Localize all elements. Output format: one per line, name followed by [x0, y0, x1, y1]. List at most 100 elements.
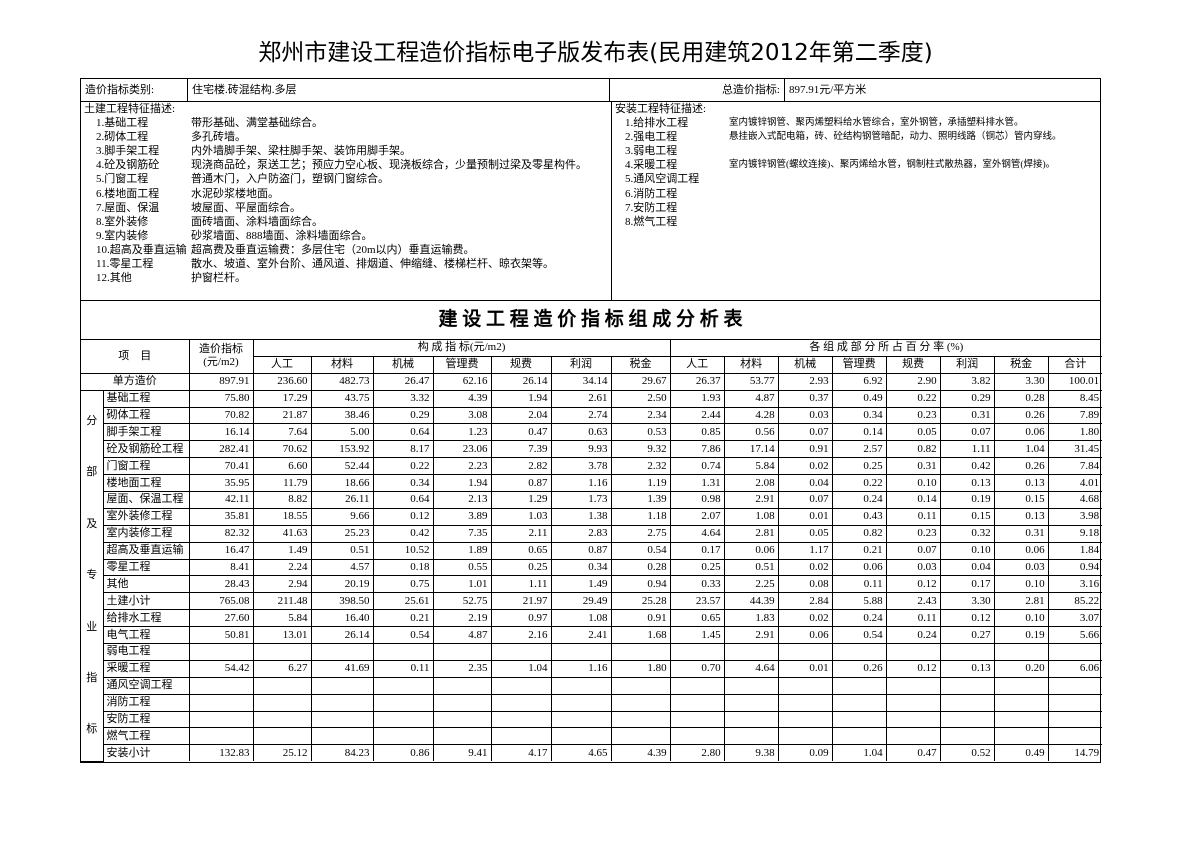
cell — [993, 693, 1049, 712]
analysis-table: 项 目造价指标 (元/m2) 构 成 指 标(元/m2) 各 组 成 部 分 所 占 … — [81, 340, 1103, 762]
feature-item: 10.超高及垂直运输 超高费及垂直运输费：多层住宅（20m以内）垂直运输费。 — [84, 243, 611, 257]
cell: 0.31 — [993, 524, 1049, 543]
column-header: 材料 — [723, 355, 779, 374]
cell — [310, 727, 374, 746]
cell: 2.08 — [723, 474, 779, 493]
feature-item: 1.基础工程 带形基础、满堂基础综合。 — [84, 116, 611, 130]
cell: 1.49 — [252, 541, 312, 560]
feature-item: 4.砼及钢筋砼 现浇商品砼，泵送工艺；预应力空心板、现浇板综合，少量预制过梁及零星… — [84, 158, 611, 172]
row-name: 安装小计 — [103, 744, 190, 762]
cell — [777, 676, 833, 695]
cell: 2.13 — [432, 491, 492, 509]
cell: 0.15 — [993, 491, 1049, 509]
cell — [550, 727, 612, 746]
feature-item: 9.室内装修 砂浆墙面、888墙面、涂料墙面综合。 — [84, 229, 611, 243]
cell: 2.81 — [993, 592, 1049, 611]
cell: 0.01 — [777, 659, 833, 678]
row-name: 燃气工程 — [103, 727, 190, 746]
index-header-line: (元/m2) — [203, 356, 239, 369]
cell: 0.74 — [669, 457, 725, 476]
feature-name: 11.零星工程 — [96, 258, 154, 271]
cell: 44.39 — [723, 592, 779, 611]
cell: 6.60 — [252, 457, 312, 476]
row-name: 砼及钢筋砼工程 — [103, 440, 190, 459]
cell: 153.92 — [310, 440, 374, 459]
cell: 29.49 — [550, 592, 612, 611]
cell: 2.16 — [490, 626, 552, 645]
cell: 0.12 — [885, 575, 941, 594]
cell: 132.83 — [188, 744, 254, 762]
cell: 0.28 — [993, 389, 1049, 408]
feature-desc: 护窗栏杆。 — [191, 272, 246, 285]
cell: 7.39 — [490, 440, 552, 459]
cell — [993, 676, 1049, 695]
feature-name: 7.屋面、保温 — [96, 201, 160, 214]
data-row: 超高及垂直运输 16.47 1.49 0.51 10.52 1.89 0.65 0.87 0.5… — [81, 541, 1103, 560]
cell: 0.94 — [1047, 558, 1103, 577]
row-name: 砌体工程 — [103, 406, 190, 425]
feature-name: 5.门窗工程 — [96, 173, 149, 186]
cell — [550, 676, 612, 695]
cell: 1.45 — [669, 626, 725, 645]
cell: 3.78 — [550, 457, 612, 476]
feature-heading: 安装工程特征描述: — [615, 103, 707, 115]
cell: 0.07 — [777, 491, 833, 509]
cell: 4.01 — [1047, 474, 1103, 493]
cell: 3.07 — [1047, 609, 1103, 628]
feature-heading: 土建工程特征描述: — [84, 103, 176, 115]
cell — [831, 693, 887, 712]
feature-item: 7.屋面、保温 坡屋面、平屋面综合。 — [84, 201, 611, 215]
cell: 70.82 — [188, 406, 254, 425]
cell — [252, 676, 312, 695]
feature-item: 7.安防工程 — [615, 201, 1062, 215]
cell: 1.04 — [993, 440, 1049, 459]
row-name: 基础工程 — [102, 389, 190, 408]
cell: 0.54 — [372, 626, 434, 645]
column-header: 利润 — [550, 355, 612, 374]
cell — [993, 727, 1049, 746]
cell: 0.18 — [372, 558, 434, 577]
cell: 0.49 — [993, 744, 1049, 762]
cell: 0.19 — [939, 491, 995, 509]
cell: 0.85 — [669, 423, 725, 442]
cell: 1.68 — [610, 626, 671, 645]
cell: 1.08 — [550, 609, 612, 628]
cell: 25.23 — [310, 524, 374, 543]
index-header: 造价指标 (元/m2) — [188, 340, 254, 374]
cell: 16.40 — [310, 609, 374, 628]
cell: 0.12 — [885, 659, 941, 678]
data-row: 砌体工程 70.82 21.87 38.46 0.29 3.08 2.04 2.74 2.34 2… — [81, 406, 1103, 425]
feature-name: 12.其他 — [96, 272, 132, 285]
row-name: 屋面、保温工程 — [103, 491, 190, 509]
cell: 0.98 — [669, 491, 725, 509]
cell: 6.27 — [252, 659, 312, 678]
cell: 0.25 — [669, 558, 725, 577]
cell: 1.73 — [550, 491, 612, 509]
feature-item: 3.脚手架工程 内外墙脚手架、梁柱脚手架、装饰用脚手架。 — [84, 144, 611, 158]
cell — [610, 643, 671, 661]
cell — [939, 693, 995, 712]
cell: 0.07 — [777, 423, 833, 442]
data-row: 燃气工程 — [81, 727, 1103, 746]
feature-name: 3.脚手架工程 — [96, 145, 160, 158]
cell: 765.08 — [188, 592, 254, 611]
data-row: 脚手架工程 16.14 7.64 5.00 0.64 1.23 0.47 0.63 0.53 0.… — [81, 423, 1103, 442]
row-name: 采暖工程 — [103, 659, 190, 678]
side-char: 分 — [86, 414, 98, 427]
total-label: 总造价指标: — [610, 79, 785, 101]
cell: 0.64 — [372, 491, 434, 509]
cell — [372, 676, 434, 695]
cell: 2.34 — [610, 406, 671, 425]
cell — [252, 693, 312, 712]
feature-desc: 悬挂嵌入式配电箱，砖、砼结构钢管暗配，动力、照明线路（铜芯）管内穿线。 — [729, 132, 1062, 143]
cell: 0.02 — [777, 609, 833, 628]
side-char: 部 — [86, 466, 98, 479]
row-name: 超高及垂直运输 — [103, 541, 190, 560]
cell: 0.13 — [939, 474, 995, 493]
cell: 26.11 — [310, 491, 374, 509]
cell — [550, 710, 612, 729]
cell: 2.43 — [885, 592, 941, 611]
cell: 0.11 — [885, 609, 941, 628]
column-header: 税金 — [993, 355, 1049, 374]
cell — [310, 710, 374, 729]
